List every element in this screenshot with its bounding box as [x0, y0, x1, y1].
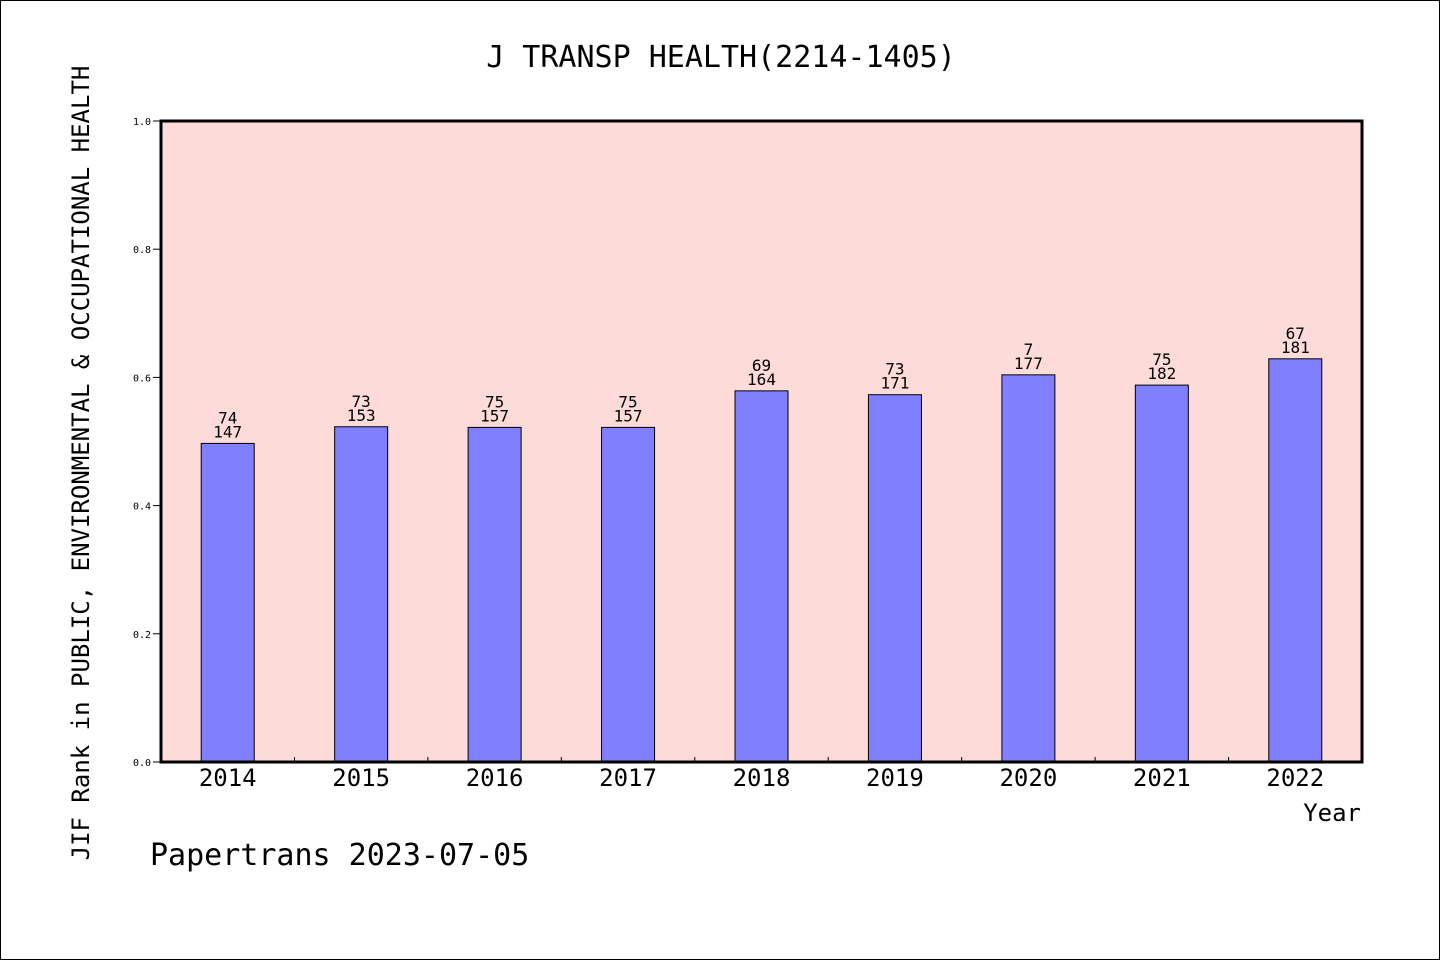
x-tick-label: 2014	[199, 764, 257, 792]
bar-total-label: 177	[1014, 354, 1043, 373]
bar-rank-label: 75	[618, 392, 637, 411]
bar-total-label: 153	[347, 406, 376, 425]
bar-rank-label: 73	[352, 392, 371, 411]
bar-rank-label: 74	[218, 408, 237, 427]
y-tick-label: 0.2	[133, 630, 151, 641]
x-tick-label: 2015	[332, 764, 390, 792]
bar-rank-label: 69	[752, 356, 771, 375]
y-tick-label: 0.0	[133, 758, 151, 769]
bar-rank-label: 7	[1024, 340, 1034, 359]
bar-total-label: 157	[480, 406, 509, 425]
y-axis-label: JIF Rank in PUBLIC, ENVIRONMENTAL & OCCU…	[67, 66, 95, 861]
bar-2015	[334, 426, 389, 763]
bar-rank-label: 75	[485, 392, 504, 411]
x-axis-label: Year	[1303, 799, 1361, 827]
chart-title: J TRANSP HEALTH(2214-1405)	[486, 40, 956, 75]
x-tick-label: 2021	[1133, 764, 1191, 792]
bar-total-label: 157	[614, 406, 643, 425]
bar-total-label: 147	[213, 422, 242, 441]
bar-total-label: 164	[747, 370, 776, 389]
bar-2020	[1001, 374, 1056, 763]
x-tick-label: 2016	[466, 764, 524, 792]
x-tick-label: 2017	[599, 764, 657, 792]
y-tick-label: 0.6	[133, 373, 151, 384]
y-tick-label: 0.8	[133, 245, 151, 256]
bar-total-label: 181	[1281, 338, 1310, 357]
y-tick-label: 1.0	[133, 117, 151, 128]
bar-2014	[200, 442, 255, 763]
plot-border	[159, 119, 1364, 764]
y-axis: 0.0 0.2 0.4 0.6 0.8 1.0	[133, 117, 161, 769]
bar-total-label: 171	[880, 374, 909, 393]
x-tick-label: 2018	[733, 764, 791, 792]
bar-rank-label: 67	[1286, 324, 1305, 343]
x-axis: 2014 2015 2016 2017 2018 2019 2020 2021 2022	[199, 757, 1324, 792]
bars-group	[200, 358, 1323, 763]
bar-2018	[734, 390, 789, 763]
bar-2019	[867, 394, 922, 763]
bar-2021	[1134, 384, 1189, 763]
bar-total-label: 182	[1147, 364, 1176, 383]
x-tick-label: 2019	[866, 764, 924, 792]
bar-2022	[1268, 358, 1323, 763]
bar-rank-label: 73	[885, 360, 904, 379]
footer-credit: Papertrans 2023-07-05	[150, 838, 529, 873]
bar-2016	[467, 426, 522, 763]
x-tick-label: 2020	[999, 764, 1057, 792]
bar-2017	[601, 426, 656, 763]
x-tick-label: 2022	[1266, 764, 1324, 792]
y-tick-label: 0.4	[133, 502, 151, 513]
bar-rank-label: 75	[1152, 350, 1171, 369]
